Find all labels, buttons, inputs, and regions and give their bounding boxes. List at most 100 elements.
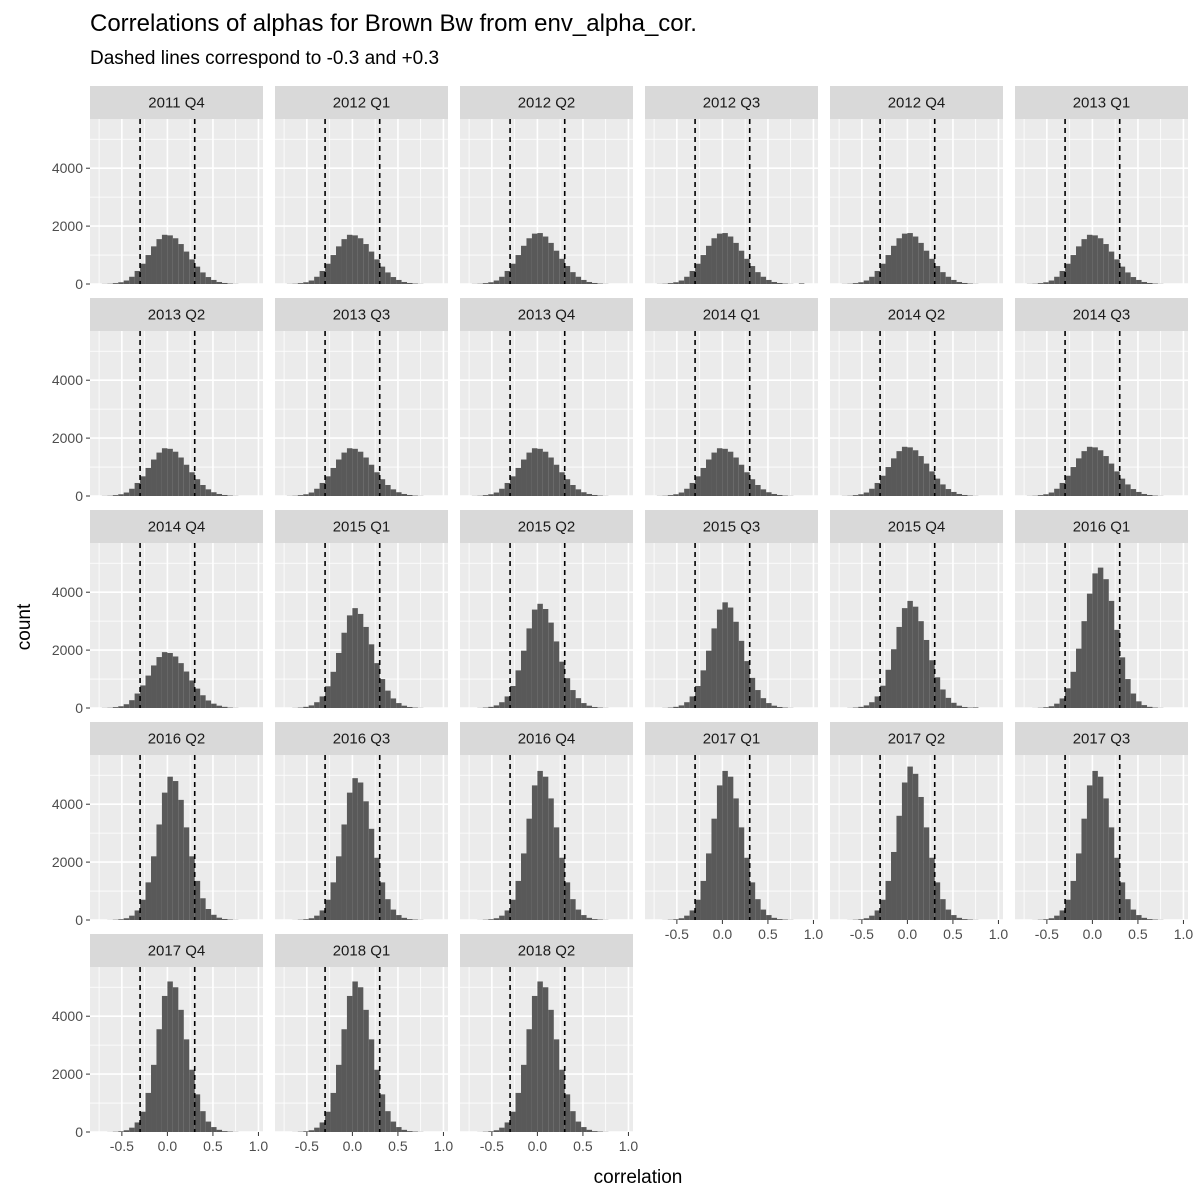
histogram-bar xyxy=(1043,494,1049,496)
facet-label: 2017 Q3 xyxy=(1073,731,1131,748)
histogram-bar xyxy=(1070,255,1077,284)
histogram-bar xyxy=(766,492,772,496)
histogram-bar xyxy=(346,448,353,496)
histogram-bar xyxy=(134,270,141,284)
histogram-bar xyxy=(891,245,897,284)
facet-panel: 2012 Q1 xyxy=(275,86,448,284)
histogram-bar xyxy=(1103,579,1109,708)
histogram-bar xyxy=(744,857,750,920)
histogram-bar xyxy=(901,233,908,284)
histogram-bar xyxy=(1136,279,1142,284)
histogram-bar xyxy=(782,495,788,496)
facet-label: 2018 Q1 xyxy=(333,943,391,960)
facet-label: 2016 Q4 xyxy=(518,731,576,748)
facet-label: 2015 Q3 xyxy=(703,519,761,536)
facet-strip xyxy=(275,510,448,543)
histogram-bar xyxy=(183,251,190,284)
histogram-bar xyxy=(885,255,892,284)
histogram-bar xyxy=(123,1130,130,1132)
histogram-bar xyxy=(134,482,141,496)
histogram-bar xyxy=(1092,447,1098,496)
histogram-bar xyxy=(161,448,168,496)
histogram-bar xyxy=(575,1121,582,1132)
histogram-bar xyxy=(112,707,119,708)
histogram-bar xyxy=(1076,458,1082,496)
histogram-bar xyxy=(396,915,402,920)
histogram-bar xyxy=(129,1127,135,1132)
histogram-bar xyxy=(216,917,223,920)
histogram-bar xyxy=(205,909,212,920)
histogram-bar xyxy=(684,488,690,496)
histogram-bar xyxy=(1032,283,1038,284)
histogram-bar xyxy=(319,696,326,708)
histogram-bar xyxy=(172,238,179,284)
histogram-bar xyxy=(319,270,326,284)
histogram-bar xyxy=(368,644,375,708)
histogram-bar xyxy=(477,707,483,708)
histogram-bar xyxy=(706,459,712,496)
histogram-bar xyxy=(515,670,522,708)
histogram-bar xyxy=(869,488,875,496)
histogram-bar xyxy=(211,914,217,920)
histogram-bar xyxy=(504,1122,511,1132)
histogram-bar xyxy=(1157,283,1164,284)
histogram-bar xyxy=(858,494,864,496)
histogram-bar xyxy=(368,1039,375,1132)
histogram-bar xyxy=(194,479,201,496)
histogram-bar xyxy=(336,856,342,920)
histogram-bar xyxy=(548,622,554,708)
histogram-bar xyxy=(727,236,734,284)
histogram-bar xyxy=(738,827,745,920)
facet-strip xyxy=(275,298,448,331)
histogram-bar xyxy=(1147,706,1153,708)
histogram-bar xyxy=(145,255,152,284)
histogram-bar xyxy=(167,653,173,708)
panel-contents xyxy=(1015,543,1188,708)
histogram-bar xyxy=(352,608,358,708)
histogram-bar xyxy=(749,677,756,708)
y-tick-label: 0 xyxy=(75,912,83,928)
histogram-bar xyxy=(972,495,979,496)
facet-strip xyxy=(90,722,263,755)
x-tick-label: 0.0 xyxy=(1083,926,1103,942)
histogram-bar xyxy=(782,919,788,920)
histogram-bar xyxy=(929,258,935,284)
histogram-bar xyxy=(586,493,593,496)
histogram-bar xyxy=(755,690,761,708)
panel-contents xyxy=(90,331,263,496)
histogram-bar xyxy=(385,690,391,708)
histogram-bar xyxy=(542,609,549,708)
histogram-bar xyxy=(1054,488,1060,496)
facet-strip xyxy=(460,934,633,967)
histogram-bar xyxy=(602,707,609,708)
facet-label: 2014 Q3 xyxy=(1073,307,1131,324)
histogram-bar xyxy=(1026,495,1033,496)
histogram-bar xyxy=(1108,600,1115,708)
histogram-bar xyxy=(477,1131,483,1132)
histogram-bar xyxy=(341,452,347,496)
y-tick-label: 4000 xyxy=(52,1008,83,1024)
histogram-bar xyxy=(357,238,364,284)
x-tick-label: 0.5 xyxy=(573,1138,593,1154)
histogram-bar xyxy=(912,450,919,496)
x-tick-label: 0.5 xyxy=(203,1138,223,1154)
histogram-bar xyxy=(107,495,113,496)
x-tick-label: 0.0 xyxy=(158,1138,178,1154)
histogram-bar xyxy=(542,236,549,284)
histogram-bar xyxy=(167,776,173,920)
histogram-bar xyxy=(1059,910,1066,920)
histogram-bar xyxy=(896,451,902,496)
histogram-bar xyxy=(1092,573,1098,708)
histogram-bar xyxy=(559,661,565,708)
histogram-bar xyxy=(1070,880,1077,920)
histogram-bar xyxy=(156,452,162,496)
x-tick-label: 0.0 xyxy=(713,926,733,942)
histogram-bar xyxy=(227,707,233,708)
facet-panel: 2018 Q2 -0.5 0.0 0.5 1.0 xyxy=(460,934,638,1154)
histogram-bar xyxy=(216,1129,223,1132)
facet-panel: 2012 Q2 xyxy=(460,86,633,284)
histogram-bar xyxy=(1114,259,1120,284)
histogram-bar xyxy=(101,707,108,708)
histogram-bar xyxy=(167,981,173,1132)
facet-strip xyxy=(1015,510,1188,543)
